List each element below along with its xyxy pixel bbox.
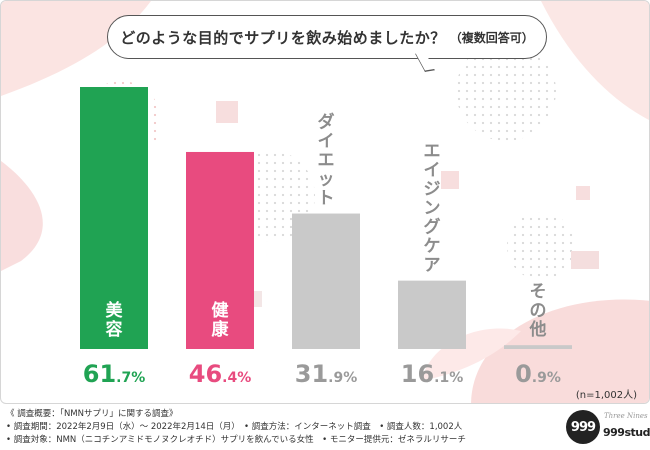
category-label-2: ダイエット [318,112,335,209]
value-label-2: 31.9% [295,360,358,388]
logo-wordmark: 999studio [603,426,650,439]
footer-target: • 調査対象：NMN（ニコチンアミドモノヌクレオチド）サプリを飲んでいる女性 •… [6,435,466,445]
value-label-1: 46.4% [189,360,252,388]
value-label-4: 0.9% [515,360,561,388]
bar-1 [186,151,254,349]
footer-title: 《 調査概要：「NMNサプリ」に関する調査》 [6,409,178,419]
logo-circle: 999 [566,410,600,444]
value-label-3: 16.1% [401,360,464,388]
question-bubble: どのような目的でサプリを飲み始めましたか？ （複数回答可） [107,15,547,59]
question-text: どのような目的でサプリを飲み始めましたか？ [120,28,446,47]
bar-4 [504,345,572,349]
sample-size: (n=1,002人) [575,390,637,401]
category-label-4: その他 [529,282,547,340]
bar-2 [292,213,360,349]
survey-footer: 《 調査概要：「NMNサプリ」に関する調査》 • 調査期間：2022年2月9日（… [6,408,566,447]
value-label-0: 61.7% [83,360,146,388]
chart-card: どのような目的でサプリを飲み始めましたか？ （複数回答可） 美容 61.7% 健康 4… [0,0,650,404]
question-note: （複数回答可） [449,30,534,45]
footer-period: • 調査期間：2022年2月9日（水）～ 2022年2月14日（月） • 調査方… [6,422,463,432]
bar-3 [398,280,466,349]
bar-chart: 美容 61.7% 健康 46.4% ダイエット 31.9% エイジングケア 16.1% その他 0… [80,87,572,388]
logo: 999 Three Nines 999studio [566,408,650,448]
category-label-1: 健康 [212,300,230,340]
category-label-3: エイジングケア [424,142,441,276]
logo-script: Three Nines [604,412,648,420]
category-label-0: 美容 [106,300,124,340]
bar-0 [80,87,148,349]
